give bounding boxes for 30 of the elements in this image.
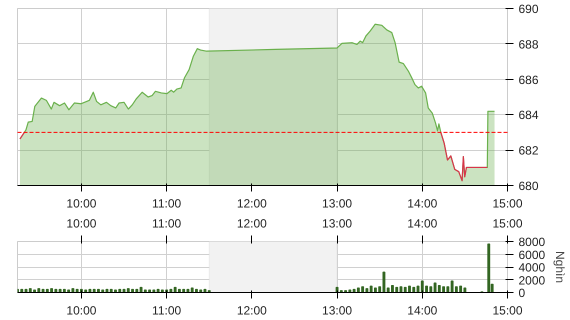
- y-tick-label: 6000: [518, 248, 546, 262]
- x-tick-label: 12:00: [236, 304, 268, 318]
- x-tick-label: 10:00: [66, 196, 97, 210]
- x-tick-label: 12:00: [236, 196, 268, 210]
- x-tick-label: 14:00: [407, 196, 438, 210]
- x2-tick-label: 11:00: [152, 216, 182, 230]
- y-tick-label: 0: [518, 286, 526, 300]
- y-tick-label: 684: [518, 108, 539, 122]
- x2-tick-label: 15:00: [492, 216, 523, 230]
- y-tick-label: 682: [518, 144, 539, 158]
- x2-tick-label: 10:00: [66, 216, 97, 230]
- x2-tick-label: 13:00: [322, 216, 352, 230]
- y-tick-label: 690: [518, 2, 539, 16]
- y-tick-label: 8000: [518, 235, 546, 249]
- x2-tick-label: 12:00: [236, 216, 268, 230]
- x-tick-label: 15:00: [492, 304, 523, 318]
- x-tick-label: 15:00: [492, 196, 523, 210]
- x-tick-label: 11:00: [152, 196, 182, 210]
- y-tick-label: 686: [518, 72, 539, 87]
- y-tick-label: 2000: [518, 273, 546, 288]
- x-tick-label: 13:00: [322, 304, 352, 318]
- y-tick-label: 680: [518, 179, 539, 193]
- y-axis-title: Nghìn: [553, 250, 568, 284]
- x-tick-label: 10:00: [66, 304, 97, 318]
- x2-tick-label: 14:00: [407, 216, 438, 230]
- y-tick-label: 4000: [518, 260, 546, 274]
- y-tick-label: 688: [518, 37, 539, 52]
- x-tick-label: 13:00: [322, 196, 352, 210]
- x-tick-label: 14:00: [407, 304, 438, 318]
- x-tick-label: 11:00: [152, 304, 182, 318]
